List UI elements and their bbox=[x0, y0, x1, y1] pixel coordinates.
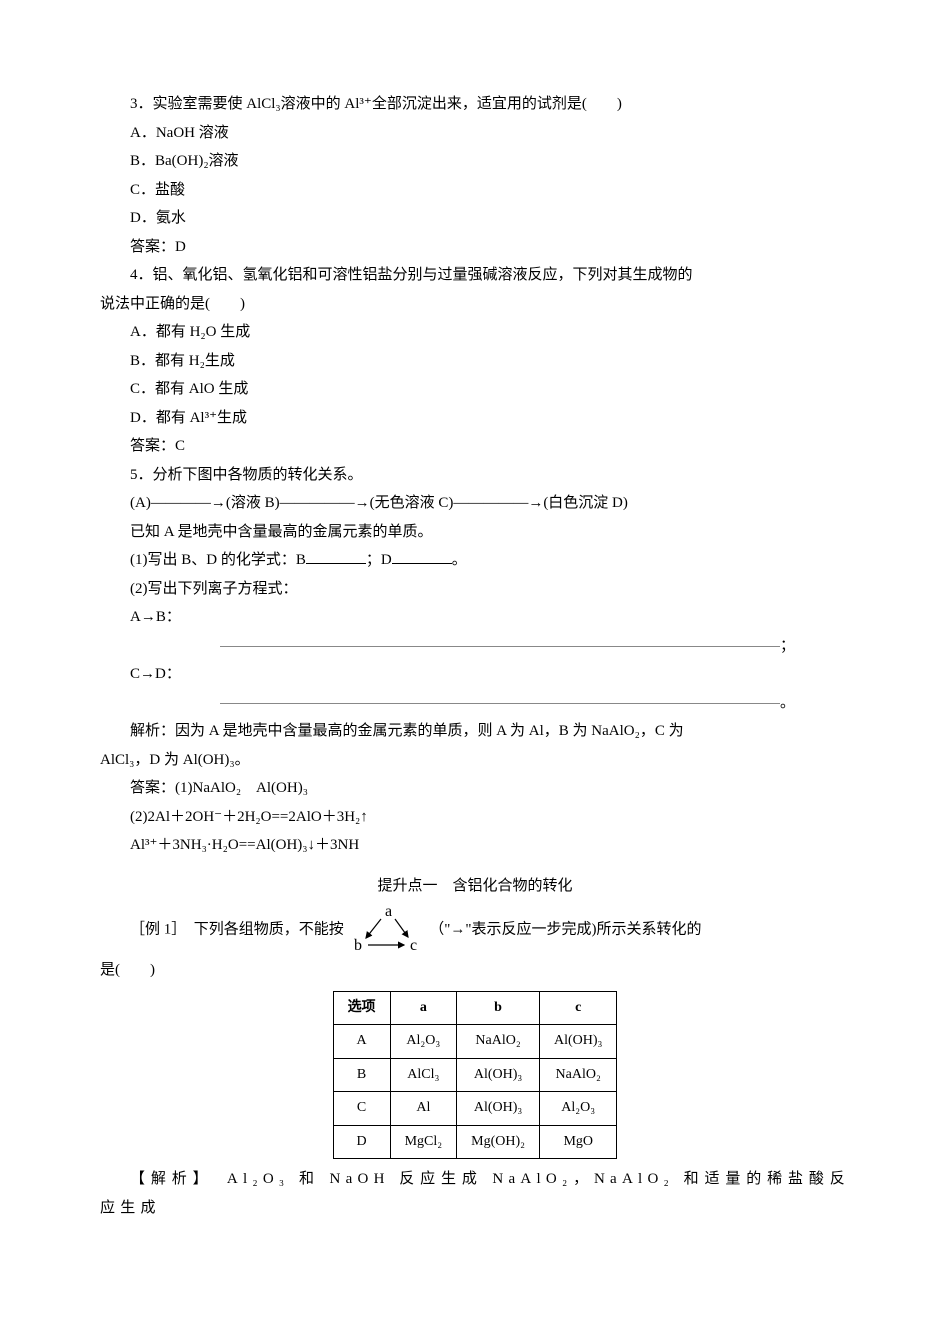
node-a: a bbox=[385, 904, 392, 920]
q5-given: 已知 A 是地壳中含量最高的金属元素的单质。 bbox=[100, 518, 850, 547]
edge-a-b bbox=[366, 919, 381, 938]
q5-sub1-b: ；D bbox=[366, 552, 392, 568]
blank-line-ab bbox=[220, 646, 780, 647]
q5-stem: 5．分析下图中各物质的转化关系。 bbox=[100, 461, 850, 490]
q3-answer: 答案：D bbox=[100, 233, 850, 262]
q3-opt-c: C．盐酸 bbox=[100, 176, 850, 205]
q5-sub2: (2)写出下列离子方程式： bbox=[100, 575, 850, 604]
cell: Al(OH)₃ bbox=[457, 1058, 540, 1092]
cell: MgCl₂ bbox=[390, 1125, 457, 1159]
blank-b bbox=[306, 548, 366, 564]
table-row: A Al₂O₃ NaAlO₂ Al(OH)₃ bbox=[333, 1025, 617, 1059]
table-row: C Al Al(OH)₃ Al₂O₃ bbox=[333, 1092, 617, 1126]
node-c: c bbox=[410, 937, 417, 954]
node-b: b bbox=[354, 937, 362, 954]
q3-stem: 3．实验室需要使 AlCl₃溶液中的 Al³⁺全部沉淀出来，适宜用的试剂是( ) bbox=[100, 90, 850, 119]
cell: Al bbox=[390, 1092, 457, 1126]
section-heading: 提升点一 含铝化合物的转化 bbox=[100, 872, 850, 901]
blank-d bbox=[392, 548, 452, 564]
q4-opt-b: B．都有 H₂生成 bbox=[100, 347, 850, 376]
ex1-stem-a: ［例 1］ 下列各组物质，不能按 bbox=[130, 921, 344, 937]
cell: Mg(OH)₂ bbox=[457, 1125, 540, 1159]
q5-cd: C→D： bbox=[100, 660, 850, 689]
th-b: b bbox=[457, 991, 540, 1025]
table-row: B AlCl₃ Al(OH)₃ NaAlO₂ bbox=[333, 1058, 617, 1092]
cell: D bbox=[333, 1125, 390, 1159]
q5-sub1-c: 。 bbox=[452, 552, 467, 568]
ex1-stem-row: ［例 1］ 下列各组物质，不能按 a b c （"→"表示反应一步完成)所示关系… bbox=[100, 904, 850, 956]
ex1-options-table: 选项 a b c A Al₂O₃ NaAlO₂ Al(OH)₃ B AlCl₃ … bbox=[333, 991, 618, 1160]
cell: C bbox=[333, 1092, 390, 1126]
th-opt: 选项 bbox=[333, 991, 390, 1025]
q5-ans3: Al³⁺＋3NH₃·H₂O==Al(OH)₃↓＋3NH bbox=[100, 831, 850, 860]
table-row: D MgCl₂ Mg(OH)₂ MgO bbox=[333, 1125, 617, 1159]
q4-opt-d: D．都有 Al³⁺生成 bbox=[100, 404, 850, 433]
blank-line-cd bbox=[220, 703, 780, 704]
q4-answer: 答案：C bbox=[100, 432, 850, 461]
cell: Al₂O₃ bbox=[540, 1092, 617, 1126]
q5-ans1: 答案：(1)NaAlO₂ Al(OH)₃ bbox=[100, 774, 850, 803]
q4-opt-c: C．都有 AlO 生成 bbox=[100, 375, 850, 404]
q5-ab: A→B： bbox=[100, 603, 850, 632]
cell: MgO bbox=[540, 1125, 617, 1159]
table-header-row: 选项 a b c bbox=[333, 991, 617, 1025]
reaction-triangle-diagram: a b c bbox=[348, 904, 426, 956]
q3-opt-a: A．NaOH 溶液 bbox=[100, 119, 850, 148]
cell: NaAlO₂ bbox=[540, 1058, 617, 1092]
cell: Al(OH)₃ bbox=[457, 1092, 540, 1126]
q5-ab-blank-row: ； bbox=[100, 632, 850, 661]
cell: AlCl₃ bbox=[390, 1058, 457, 1092]
q3-opt-d: D．氨水 bbox=[100, 204, 850, 233]
cell: Al(OH)₃ bbox=[540, 1025, 617, 1059]
edge-a-c bbox=[395, 919, 408, 937]
q5-analysis-a: 解析：因为 A 是地壳中含量最高的金属元素的单质，则 A 为 Al，B 为 Na… bbox=[100, 717, 850, 746]
q4-stem-line1: 4．铝、氧化铝、氢氧化铝和可溶性铝盐分别与过量强碱溶液反应，下列对其生成物的 bbox=[100, 261, 850, 290]
q5-analysis-b: AlCl₃，D 为 Al(OH)₃。 bbox=[100, 746, 850, 775]
ex1-analysis: 【解析】 Al₂O₃ 和 NaOH 反应生成 NaAlO₂，NaAlO₂ 和适量… bbox=[100, 1165, 850, 1222]
q5-cd-blank-row: 。 bbox=[100, 689, 850, 718]
q5-sub1: (1)写出 B、D 的化学式：B ；D 。 bbox=[100, 546, 850, 575]
q5-sub1-a: (1)写出 B、D 的化学式：B bbox=[130, 552, 306, 568]
cell: B bbox=[333, 1058, 390, 1092]
th-a: a bbox=[390, 991, 457, 1025]
q4-opt-a: A．都有 H₂O 生成 bbox=[100, 318, 850, 347]
cell: Al₂O₃ bbox=[390, 1025, 457, 1059]
cell: A bbox=[333, 1025, 390, 1059]
q4-stem-line2: 说法中正确的是( ) bbox=[100, 290, 850, 319]
cell: NaAlO₂ bbox=[457, 1025, 540, 1059]
th-c: c bbox=[540, 991, 617, 1025]
ex1-stem-c: 是( ) bbox=[100, 956, 850, 985]
q5-ans2: (2)2Al＋2OH⁻＋2H₂O==2AlO＋3H₂↑ bbox=[100, 803, 850, 832]
ex1-stem-b: （"→"表示反应一步完成)所示关系转化的 bbox=[429, 921, 701, 937]
q5-flow: (A)――――→(溶液 B)―――――→(无色溶液 C)―――――→(白色沉淀 … bbox=[100, 489, 850, 518]
q3-opt-b: B．Ba(OH)₂溶液 bbox=[100, 147, 850, 176]
